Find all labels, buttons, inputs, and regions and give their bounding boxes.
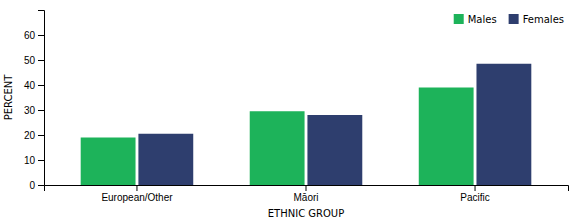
x-tick-label: Pacific	[460, 192, 489, 203]
y-tick-label: 10	[24, 155, 36, 166]
legend-swatch	[509, 14, 519, 24]
y-tick-label: 30	[24, 105, 36, 116]
y-tick-mark	[38, 185, 44, 186]
bar-series	[81, 88, 474, 186]
plot: European/Other Māori Pacific 0 10 20 30 40 50 60 M…	[24, 11, 569, 204]
y-axis-title: PERCENT	[3, 74, 14, 121]
bar	[419, 88, 474, 186]
legend-label: Females	[523, 14, 564, 25]
y-tick-label: 0	[29, 180, 35, 191]
chart: European/Other Māori Pacific 0 10 20 30 40 50 60 M…	[0, 0, 580, 221]
y-tick: 40	[24, 80, 44, 91]
x-axis: European/Other Māori Pacific	[45, 185, 569, 203]
bar-series	[138, 64, 531, 185]
y-tick-label: 60	[24, 30, 36, 41]
x-tick-label: Māori	[293, 192, 318, 203]
y-tick-mark	[38, 135, 44, 136]
bars	[81, 64, 532, 185]
legend-swatch	[454, 14, 464, 24]
y-tick: 10	[24, 155, 44, 166]
legend: Males Females	[454, 14, 564, 25]
y-tick-mark	[38, 160, 44, 161]
x-tick: Pacific	[460, 185, 489, 203]
bar	[250, 111, 305, 185]
y-tick: 30	[24, 105, 44, 116]
x-tick-mark	[136, 185, 137, 191]
y-tick-mark	[38, 35, 44, 36]
y-tick-label: 50	[24, 55, 36, 66]
x-axis-title: ETHNIC GROUP	[268, 208, 344, 219]
y-tick: 20	[24, 130, 44, 141]
y-axis-line	[38, 11, 45, 186]
x-axis-line	[45, 186, 569, 192]
bar	[307, 115, 362, 185]
legend-item: Females	[509, 14, 564, 25]
x-tick-mark	[475, 185, 476, 191]
legend-item: Males	[454, 14, 497, 25]
x-tick-label: European/Other	[101, 192, 173, 203]
y-axis: 0 10 20 30 40 50 60	[24, 11, 45, 191]
y-tick-mark	[38, 85, 44, 86]
y-tick: 0	[29, 180, 44, 191]
x-tick-mark	[306, 185, 307, 191]
y-tick-label: 40	[24, 80, 36, 91]
x-tick: European/Other	[101, 185, 173, 203]
legend-label: Males	[468, 14, 497, 25]
y-tick-mark	[38, 60, 44, 61]
bar	[476, 64, 531, 185]
y-tick: 60	[24, 30, 44, 41]
bar	[81, 138, 136, 186]
x-tick: Māori	[293, 185, 318, 203]
bar	[138, 134, 193, 185]
y-tick: 50	[24, 55, 44, 66]
y-tick-mark	[38, 110, 44, 111]
y-tick-label: 20	[24, 130, 36, 141]
